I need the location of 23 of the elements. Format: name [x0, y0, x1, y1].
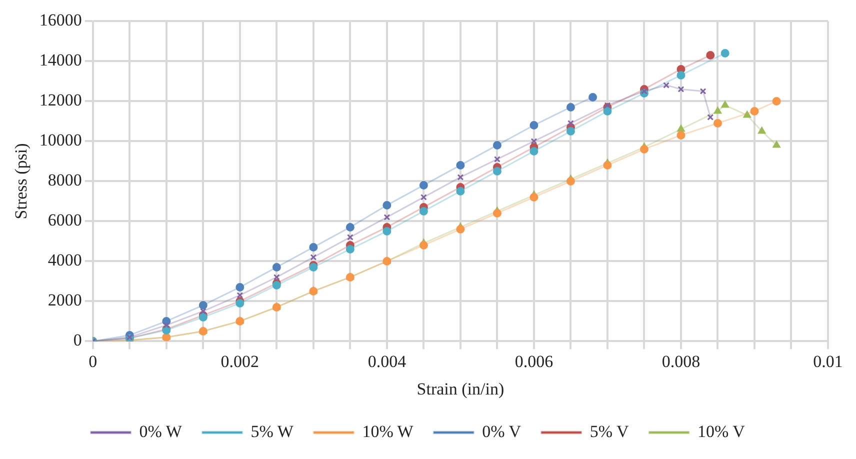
legend-label: 0% V	[482, 422, 522, 441]
y-tick-label: 6000	[48, 210, 82, 230]
legend-label: 5% W	[250, 422, 294, 441]
legend-label: 10% V	[698, 422, 746, 441]
x-axis-title: Strain (in/in)	[416, 379, 504, 398]
x-tick-label: 0.004	[368, 352, 407, 371]
y-tick-label: 2000	[48, 290, 82, 310]
y-tick-label: 4000	[48, 250, 82, 270]
y-tick-label: 8000	[48, 170, 82, 190]
x-tick-label: 0	[88, 352, 98, 371]
y-tick-label: 0	[73, 330, 82, 350]
y-tick-label: 12000	[39, 90, 82, 110]
y-tick-label: 10000	[39, 130, 82, 150]
legend-label: 5% V	[590, 422, 630, 441]
x-tick-label: 0.006	[514, 352, 554, 371]
legend-label: 10% W	[362, 422, 414, 441]
y-tick-label: 16000	[39, 10, 82, 30]
x-tick-label: 0.008	[662, 352, 700, 371]
x-tick-label: 0.002	[220, 352, 260, 371]
y-axis-title: Stress (psi)	[12, 143, 31, 220]
legend-label: 0% W	[139, 422, 183, 441]
x-tick-label: 0.01	[813, 352, 843, 371]
y-tick-label: 14000	[39, 50, 82, 70]
